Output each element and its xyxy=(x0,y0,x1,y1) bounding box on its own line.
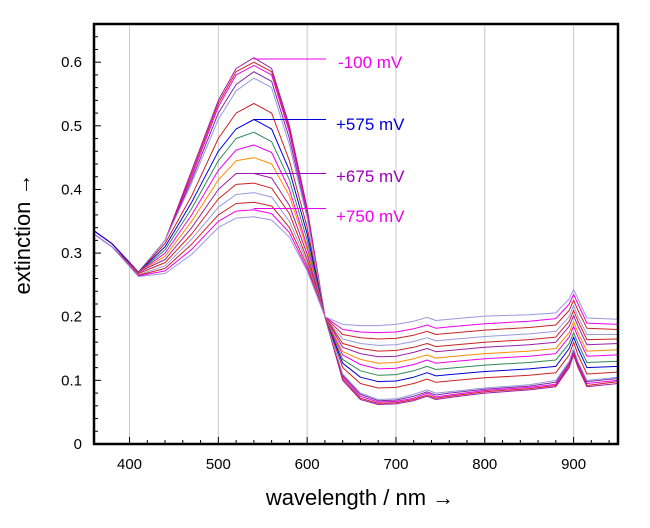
series-line-8 xyxy=(93,131,619,376)
series-line-10 xyxy=(93,157,619,364)
annotation-leaders xyxy=(253,58,326,210)
y-tick-label-0: 0 xyxy=(74,436,82,453)
series-line-4 xyxy=(93,71,619,402)
plot-frame xyxy=(92,22,620,446)
series-line-14 xyxy=(93,201,619,340)
series-line-9 xyxy=(93,144,619,370)
series-line-5 xyxy=(93,77,619,400)
series-line-2 xyxy=(93,61,619,404)
y-tick-label-0.5: 0.5 xyxy=(61,118,82,135)
y-tick-label-0.1: 0.1 xyxy=(61,372,82,389)
x-tick-label-500: 500 xyxy=(206,456,231,473)
y-axis-title: extinction → xyxy=(10,173,35,294)
series-line-1 xyxy=(93,57,619,405)
x-axis-title: wavelength / nm → xyxy=(265,485,454,510)
ann-label-minus100: -100 mV xyxy=(338,53,403,72)
x-tick-label-700: 700 xyxy=(383,456,408,473)
series-line-3 xyxy=(93,64,619,403)
x-tick-label-800: 800 xyxy=(472,456,497,473)
series-line-15 xyxy=(93,209,619,334)
series-line-11 xyxy=(93,173,619,358)
y-tick-label-0.6: 0.6 xyxy=(61,54,82,71)
ann-label-750: +750 mV xyxy=(336,207,405,226)
series-line-12 xyxy=(93,182,619,352)
spectra-series xyxy=(93,57,619,405)
series-line-6 xyxy=(93,103,619,389)
axis-ticks: 400 500 600 700 800 900 0 0.1 0.2 0.3 0.4 0.5 0.6 xyxy=(61,36,610,473)
ann-label-675: +675 mV xyxy=(336,167,405,186)
x-tick-label-900: 900 xyxy=(561,456,586,473)
y-tick-label-0.4: 0.4 xyxy=(61,181,82,198)
y-tick-label-0.3: 0.3 xyxy=(61,245,82,262)
series-line-13 xyxy=(93,192,618,346)
x-tick-label-400: 400 xyxy=(117,456,142,473)
series-line-7 xyxy=(93,119,619,383)
x-tick-label-600: 600 xyxy=(295,456,320,473)
series-line-16 xyxy=(93,216,619,327)
ann-label-575: +575 mV xyxy=(336,115,405,134)
y-tick-label-0.2: 0.2 xyxy=(61,309,82,326)
